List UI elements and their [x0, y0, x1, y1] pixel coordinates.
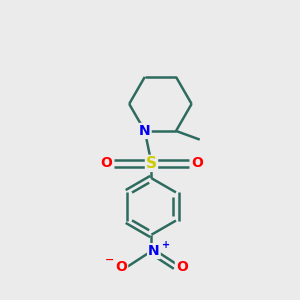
Text: +: +	[162, 239, 170, 250]
Text: S: S	[146, 156, 157, 171]
Text: O: O	[176, 260, 188, 274]
Text: O: O	[115, 260, 127, 274]
Text: O: O	[191, 156, 203, 170]
Text: N: N	[148, 244, 160, 258]
Text: −: −	[105, 255, 115, 265]
Text: N: N	[139, 124, 151, 138]
Text: O: O	[100, 156, 112, 170]
